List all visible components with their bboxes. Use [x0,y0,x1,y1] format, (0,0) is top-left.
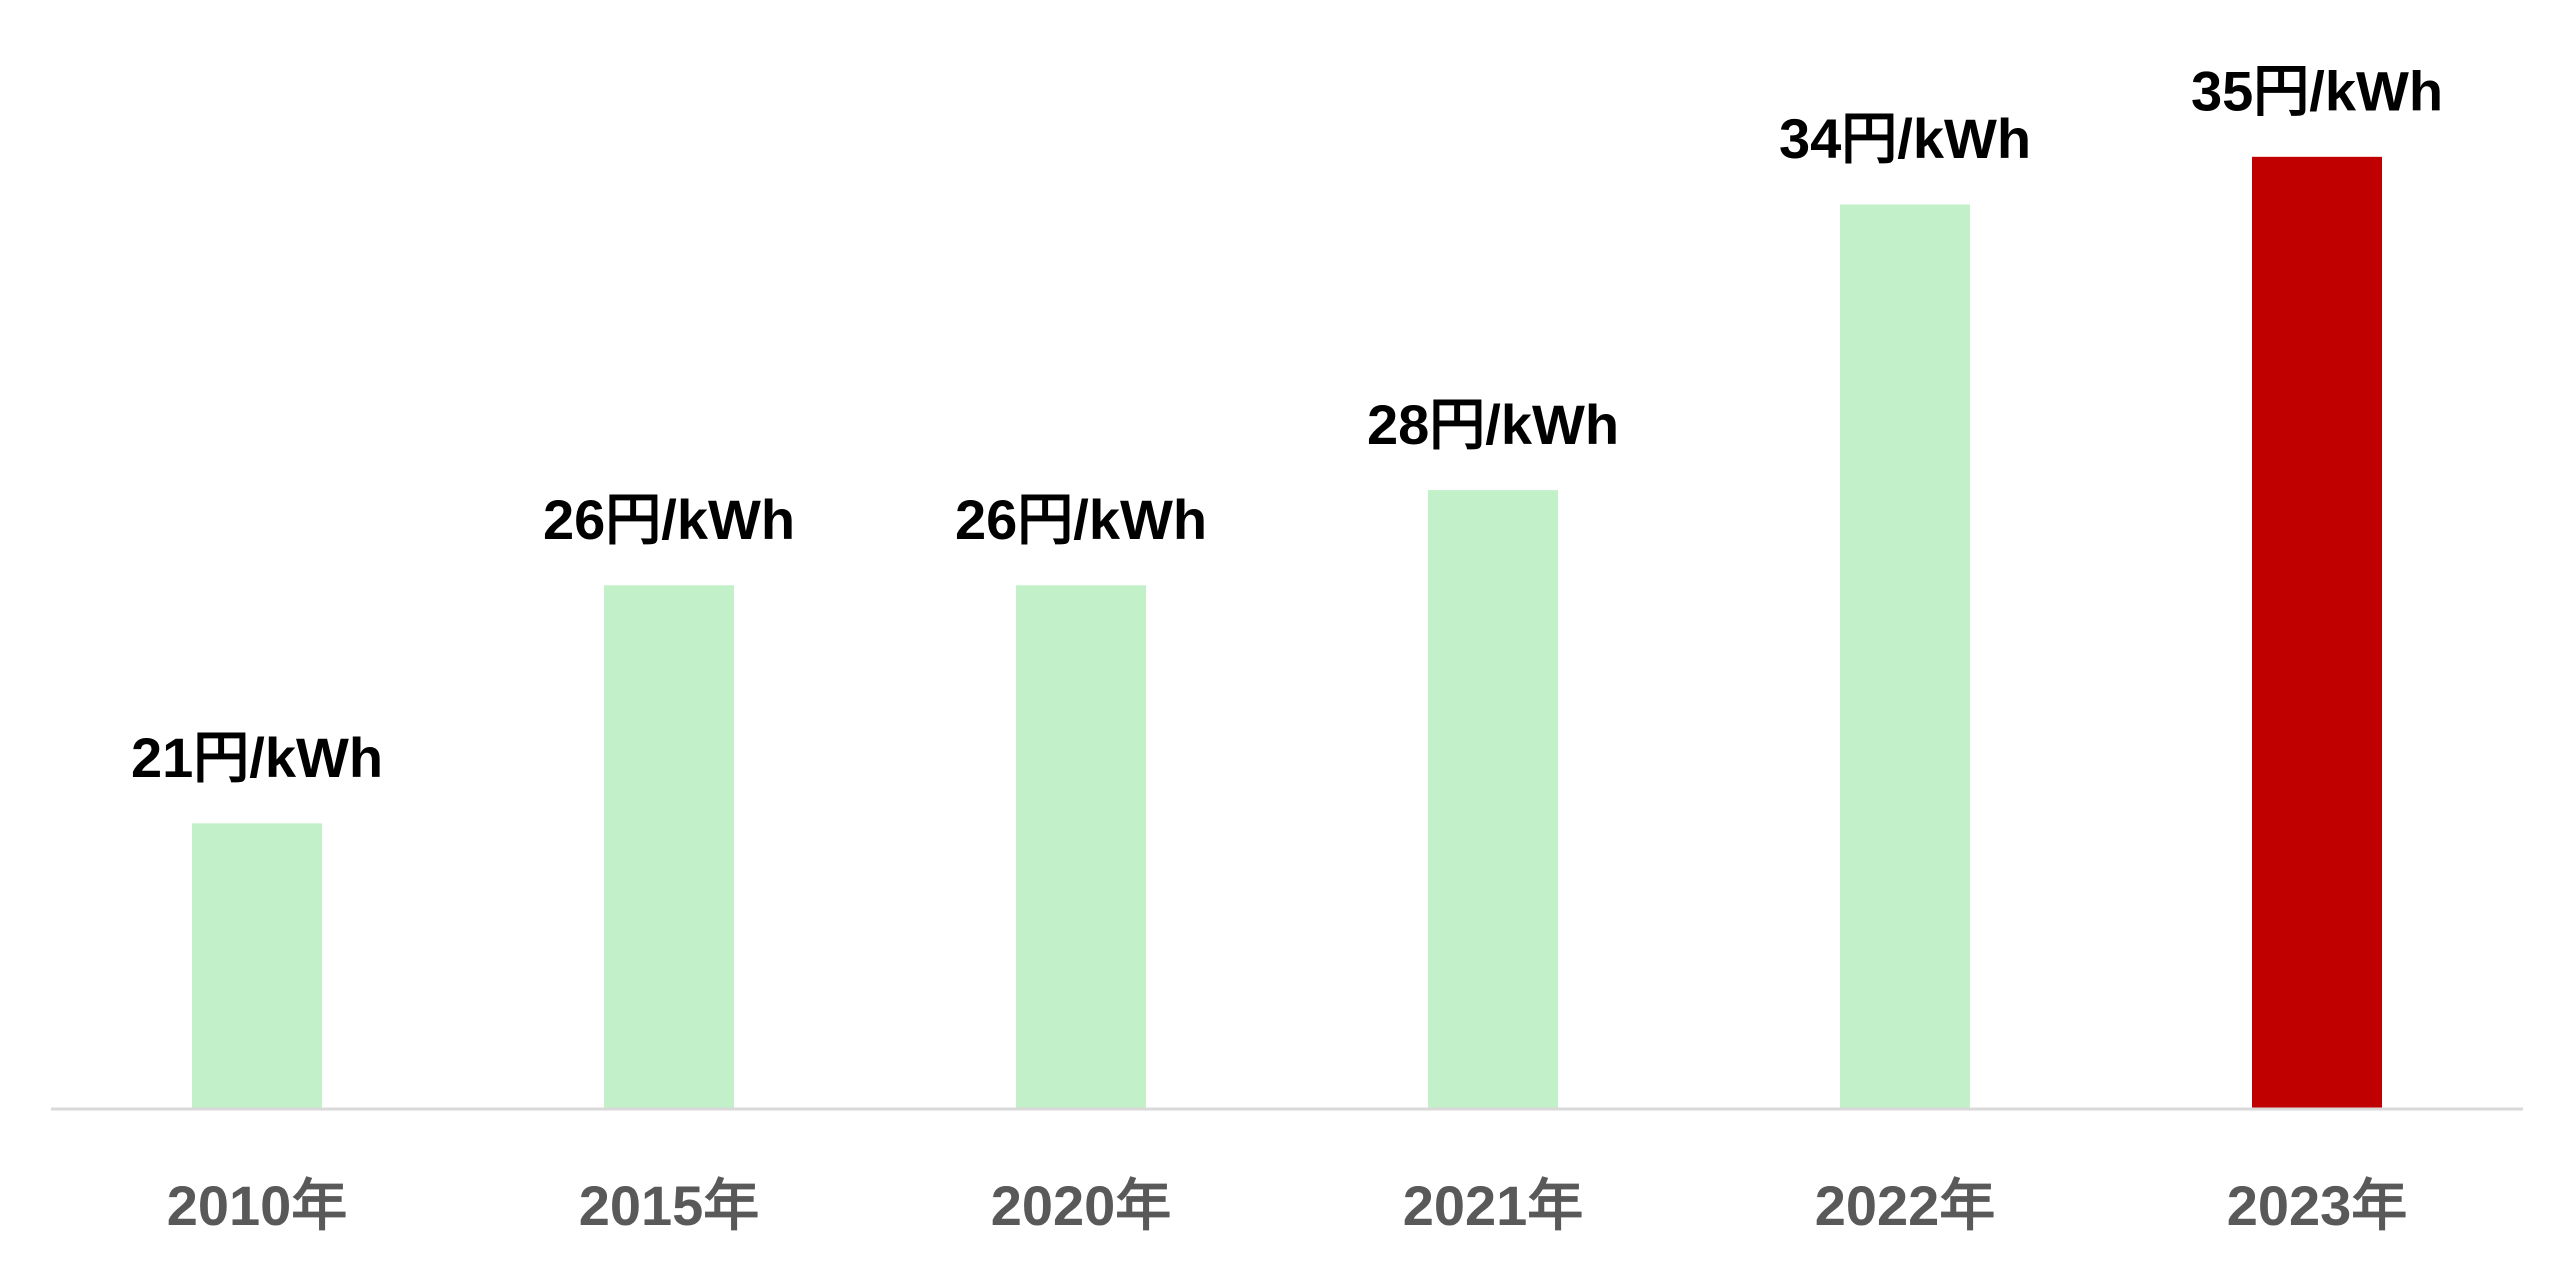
value-label: 26円/kWh [543,488,795,551]
x-tick-label: 2015年 [579,1174,760,1237]
bar [192,823,322,1109]
value-label: 21円/kWh [131,726,383,789]
bar [1428,490,1558,1110]
value-label: 28円/kWh [1367,393,1619,456]
bar [604,585,734,1109]
x-tick-label: 2022年 [1815,1174,1996,1237]
x-tick-label: 2010年 [167,1174,348,1237]
value-label: 35円/kWh [2191,60,2443,123]
x-tick-label: 2023年 [2227,1174,2408,1237]
bar [1840,204,1970,1109]
value-label: 26円/kWh [955,488,1207,551]
value-label: 34円/kWh [1779,107,2031,170]
bar [1016,585,1146,1109]
x-tick-label: 2021年 [1403,1174,1584,1237]
bar [2252,156,2382,1110]
x-tick-label: 2020年 [991,1174,1172,1237]
